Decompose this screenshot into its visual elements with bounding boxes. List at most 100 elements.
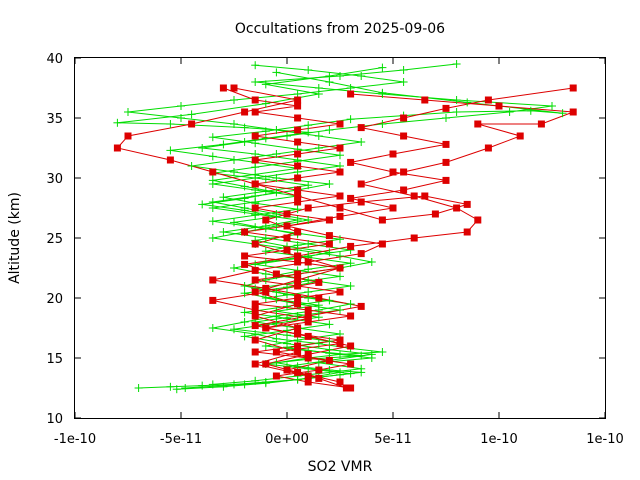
red-series-point — [294, 126, 302, 134]
green-series-point — [198, 144, 207, 152]
green-series-point — [325, 337, 334, 346]
red-series-point — [209, 168, 217, 176]
green-series-point — [304, 276, 313, 284]
red-series-point — [357, 180, 365, 188]
x-tick-label: -5e-11 — [160, 432, 202, 447]
green-series-point — [357, 351, 366, 360]
green-series-point — [240, 206, 249, 215]
red-series-point — [294, 300, 302, 308]
red-series-point — [283, 366, 291, 374]
red-series-point — [304, 318, 312, 326]
red-series-point — [484, 144, 492, 152]
green-series-point — [166, 120, 175, 128]
green-series-point — [325, 366, 334, 374]
green-series-point — [442, 114, 450, 122]
red-series-point — [336, 212, 344, 220]
red-series-point — [294, 192, 302, 200]
red-series-point — [463, 200, 471, 208]
red-series-point — [294, 324, 302, 332]
green-series-point — [240, 138, 249, 146]
green-series-point — [166, 146, 175, 155]
green-series-point — [367, 258, 376, 266]
red-series-point — [304, 306, 312, 314]
green-series-point — [272, 334, 281, 343]
green-series-point — [208, 324, 217, 332]
green-series-point — [166, 382, 175, 391]
red-series-point — [347, 312, 355, 320]
red-series-point — [325, 232, 333, 240]
red-series-point — [251, 240, 259, 248]
red-series-point — [251, 306, 259, 314]
red-series-point — [251, 266, 259, 274]
green-series-point — [452, 96, 461, 104]
red-series-point — [294, 276, 302, 284]
red-series-point — [336, 264, 344, 272]
green-series-point — [378, 88, 387, 97]
red-series-point — [294, 186, 302, 194]
green-series-point — [230, 168, 238, 176]
green-series-point — [219, 193, 228, 202]
green-series-point — [283, 302, 291, 311]
red-series-point — [463, 228, 471, 236]
green-series-point — [336, 306, 344, 314]
green-series-point — [230, 218, 238, 227]
green-series-point — [336, 272, 344, 281]
red-series-point — [315, 366, 323, 374]
green-series-point — [251, 376, 260, 385]
red-series-point — [410, 234, 418, 242]
red-series-point — [325, 216, 333, 224]
x-tick-label: 0e+00 — [265, 432, 309, 447]
green-series-point — [261, 224, 270, 233]
green-series-point — [304, 364, 313, 373]
red-series-point — [230, 84, 238, 92]
green-series-point — [230, 380, 238, 389]
green-series-point — [261, 99, 270, 108]
red-series-point — [495, 102, 503, 110]
green-series-point — [314, 301, 323, 310]
red-series-point — [262, 360, 270, 368]
green-series-point — [336, 368, 344, 377]
red-series-point — [294, 270, 302, 278]
green-series-point — [357, 364, 366, 373]
green-series-point — [346, 115, 355, 124]
green-series-point — [240, 282, 249, 290]
red-series-point — [251, 204, 259, 212]
green-series-point — [181, 384, 190, 392]
green-series-point — [293, 312, 302, 320]
red-series-point — [516, 132, 524, 140]
red-series-point — [347, 342, 355, 350]
red-series-point — [453, 204, 461, 212]
red-series-point — [251, 312, 259, 320]
red-series-point — [431, 210, 439, 218]
red-series-point — [336, 192, 344, 200]
red-series-point — [251, 156, 259, 164]
red-series-point — [378, 240, 386, 248]
red-series-point — [294, 258, 302, 266]
red-series-point — [304, 204, 312, 212]
green-series-point — [208, 204, 217, 212]
green-series-point — [378, 120, 387, 128]
red-series-point — [537, 120, 545, 128]
green-series-point — [261, 258, 270, 266]
green-series-point — [240, 380, 249, 389]
red-series-point — [315, 374, 323, 382]
green-series-point — [336, 235, 344, 244]
red-series-point — [357, 124, 365, 132]
x-tick-label: -1e-10 — [54, 432, 96, 447]
red-series-point — [347, 158, 355, 166]
green-series-point — [208, 152, 217, 161]
green-series-point — [272, 212, 281, 221]
red-series-point — [251, 180, 259, 188]
red-series-point — [272, 348, 280, 356]
red-series-point — [484, 96, 492, 104]
green-series-point — [314, 132, 323, 140]
red-series-point — [272, 372, 280, 380]
green-series-point — [124, 108, 132, 116]
green-series-point — [304, 288, 313, 296]
green-series-point — [261, 234, 270, 242]
red-series-point — [442, 140, 450, 148]
green-series-point — [272, 188, 281, 197]
red-series-point — [336, 120, 344, 128]
red-series-point — [251, 108, 259, 116]
green-series-point — [304, 121, 313, 130]
